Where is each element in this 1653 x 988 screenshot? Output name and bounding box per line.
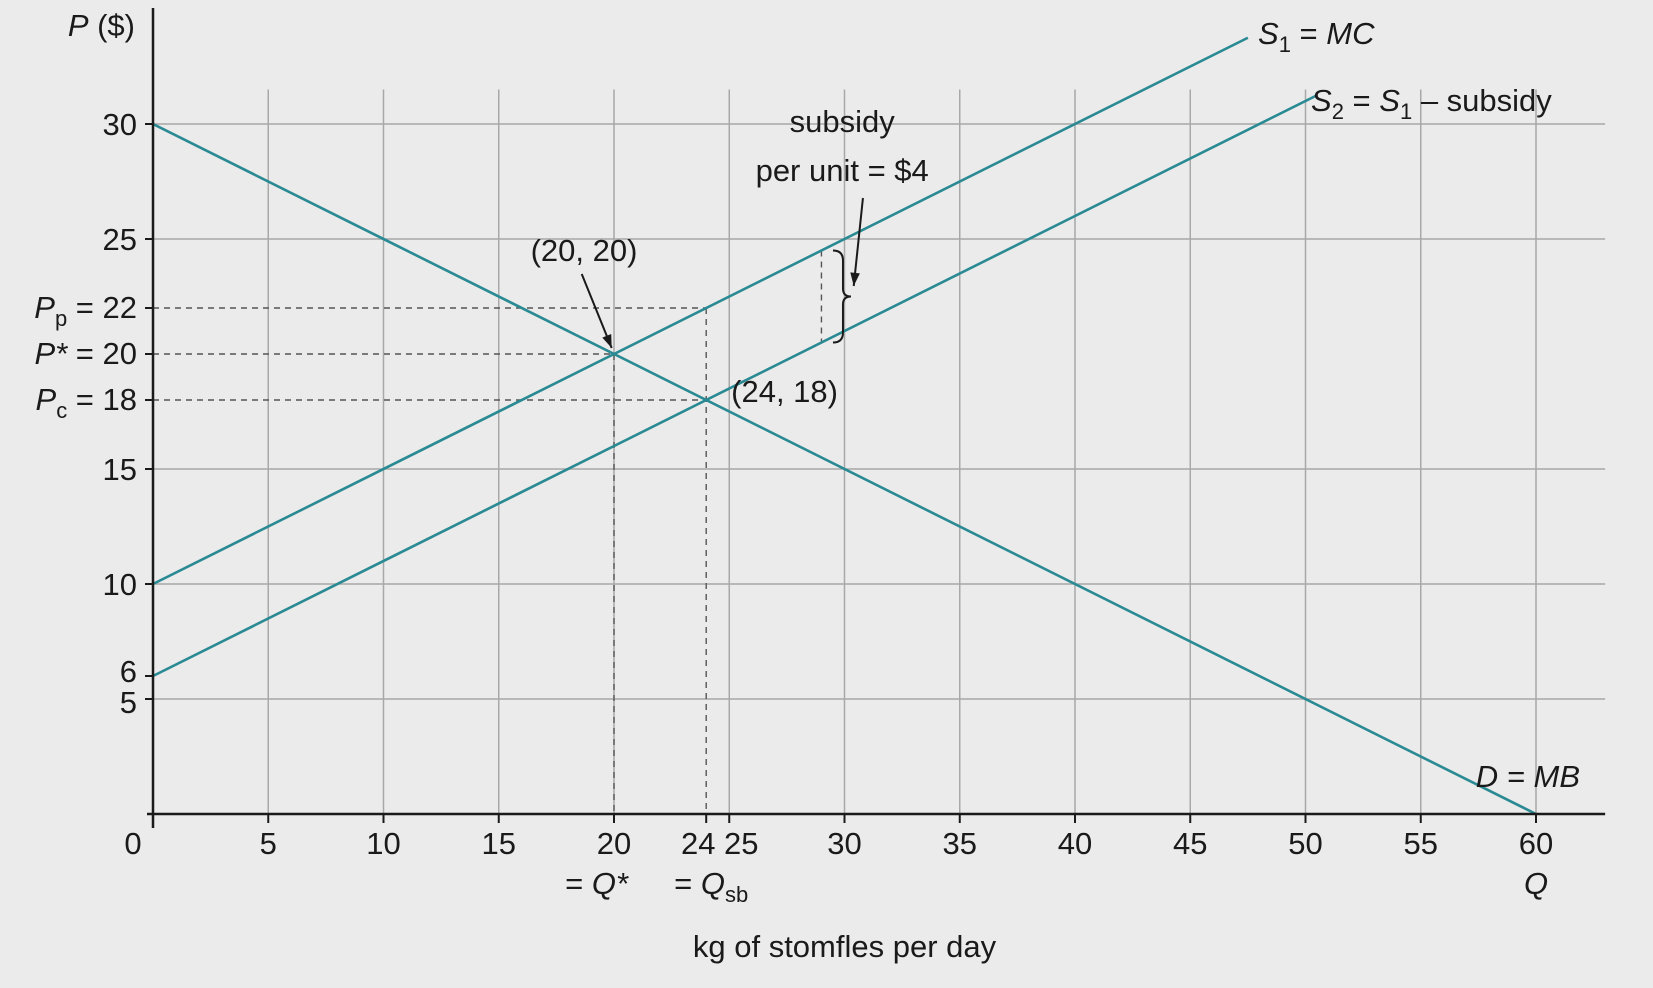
x-tick-label: 10 [366,826,400,861]
x-tick-label: 20 [597,826,631,861]
y-axis-title: P ($) [68,8,135,43]
arrow-subsidy-head [850,272,860,286]
arrow-point-a [580,273,613,349]
x-tick-label: 24 [681,826,715,861]
demand-label: D = MB [1476,759,1580,794]
y-tick-label: 5 [120,685,137,720]
annotation-point-a: (20, 20) [531,233,638,268]
x-tick-label: 50 [1288,826,1322,861]
dashed-guides [153,250,823,814]
y-tick-label: 15 [103,452,137,487]
q-star-label: = Q* [565,866,629,901]
x-tick-label: 5 [260,826,277,861]
x-tick-label: 60 [1519,826,1553,861]
x-tick-label: 55 [1404,826,1438,861]
annotation-point-b: (24, 18) [731,374,838,409]
arrow-subsidy [852,197,864,287]
x-tick-label: 35 [943,826,977,861]
annotation-subsidy-line1: subsidy [790,104,896,139]
s1-label: S1 = MC [1258,16,1375,57]
y-tick-label: 6 [120,654,137,689]
demand-curve [152,122,1537,816]
annotation-subsidy-line2: per unit = $4 [756,153,929,188]
y-tick-label: 10 [103,567,137,602]
grid-lines [153,89,1606,814]
y-special-tick-label: Pp = 22 [34,290,137,331]
x-tick-label: 30 [827,826,861,861]
x-tick-label: 40 [1058,826,1092,861]
arrow-point-a-head [602,334,612,348]
x-tick-label: 0 [124,826,141,861]
s2-label: S2 = S1 – subsidy [1311,83,1552,124]
q-sb-label: = Qsb [674,866,748,907]
subsidy-brace [832,249,852,344]
supply-curve-s1 [152,36,1249,586]
axes [145,8,1606,828]
y-special-tick-label: Pc = 18 [36,382,138,423]
y-tick-label: 30 [103,107,137,142]
x-tick-label: 45 [1173,826,1207,861]
x-axis-title: kg of stomfles per day [693,929,997,964]
q-axis-symbol: Q [1524,866,1548,901]
supply-curve-s2 [152,94,1318,678]
x-tick-label: 15 [482,826,516,861]
y-special-tick-label: P* = 20 [34,336,137,371]
curves [152,36,1537,816]
x-tick-label: 25 [724,826,758,861]
y-tick-label: 25 [103,222,137,257]
